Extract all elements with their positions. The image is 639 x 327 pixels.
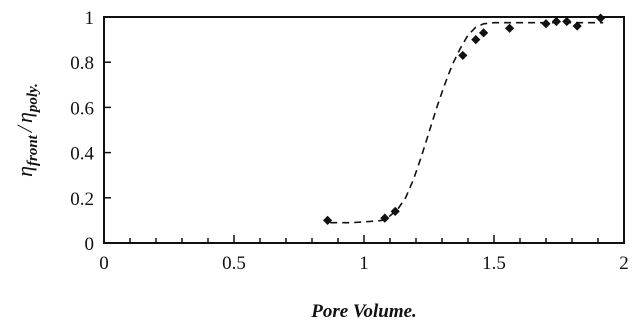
y-tick-label: 0.2	[70, 189, 94, 210]
y-tick-label: 0.8	[70, 53, 94, 74]
data-point-diamond	[323, 215, 333, 225]
y-axis-ticks	[104, 16, 111, 244]
data-point-diamond	[458, 50, 468, 61]
data-point-diamond	[551, 16, 561, 27]
y-axis-title: ηfront/ηpoly.	[12, 83, 41, 177]
fit-curve-dashed	[330, 21, 604, 224]
x-tick-label: 0	[99, 253, 109, 274]
y-tick-label: 0	[85, 234, 95, 255]
data-point-diamond	[541, 19, 551, 29]
x-tick-label: 1	[359, 253, 369, 274]
data-point-diamond	[380, 213, 390, 223]
y-axis-symbol-numerator: η	[12, 166, 37, 177]
x-tick-label: 1.5	[482, 253, 506, 274]
y-tick-label: 1	[85, 8, 95, 29]
y-tick-label: 0.6	[70, 98, 94, 119]
data-point-diamond	[390, 206, 400, 216]
x-tick-label: 2	[619, 253, 629, 274]
data-point-diamond	[505, 23, 515, 33]
data-point-diamond	[572, 21, 582, 31]
x-tick-label: 0.5	[222, 253, 246, 274]
data-point-diamond	[596, 13, 606, 23]
y-axis-separator: /	[12, 124, 37, 134]
x-axis-tick-labels: 0 0.5 1 1.5 2	[99, 253, 629, 274]
x-axis-title: Pore Volume.	[310, 301, 417, 322]
y-tick-label: 0.4	[70, 144, 94, 165]
x-axis-ticks	[103, 235, 625, 243]
data-point-diamond	[479, 28, 489, 38]
y-axis-subscript-denominator: poly.	[25, 83, 41, 114]
y-axis-subscript-numerator: front	[25, 134, 41, 166]
y-axis-symbol-denominator: η	[12, 112, 37, 123]
series-layer	[323, 13, 606, 225]
y-axis-tick-labels: 0 0.2 0.4 0.6 0.8 1	[70, 8, 94, 255]
plot-frame	[103, 16, 625, 244]
data-point-diamond	[562, 16, 572, 27]
data-point-diamond	[471, 35, 481, 45]
